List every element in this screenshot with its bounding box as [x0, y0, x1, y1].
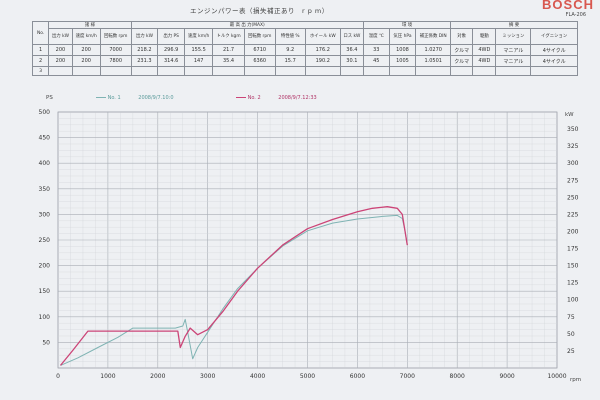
- y-tick-label: 100: [39, 314, 51, 321]
- legend-swatch-1: [96, 97, 106, 98]
- legend-label-2: No. 2: [247, 95, 261, 101]
- y-tick-label: 250: [39, 237, 51, 244]
- x-tick-label: 2000: [150, 373, 165, 380]
- x-tick-label: 5000: [300, 373, 315, 380]
- y2-tick-label: 175: [567, 246, 579, 253]
- x-tick-label: 8000: [450, 373, 465, 380]
- y2-tick-label: 225: [567, 211, 579, 218]
- y-tick-label: 200: [39, 263, 51, 270]
- y2-tick-label: 125: [567, 280, 579, 287]
- legend-date-2: 2008/9/7.12:33: [278, 95, 317, 101]
- table-cell: [48, 66, 73, 76]
- x-axis-label: rpm: [570, 377, 582, 383]
- legend-label-1: No. 1: [107, 95, 121, 101]
- table-cell: 36.4: [339, 44, 365, 56]
- y2-tick-label: 250: [567, 194, 579, 201]
- x-tick-label: 3000: [200, 373, 215, 380]
- y2-tick-label: 100: [567, 297, 579, 304]
- y2-tick-label: 300: [567, 160, 579, 167]
- x-tick-label: 1000: [100, 373, 115, 380]
- series-line-2: [59, 206, 408, 366]
- chart-grid: [57, 111, 558, 369]
- y2-tick-label: 350: [567, 126, 579, 133]
- table-cell: [99, 66, 132, 76]
- x-tick-label: 4000: [250, 373, 265, 380]
- legend-date-1: 2008/9/7.10:0: [138, 95, 174, 101]
- y2-tick-label: 325: [567, 143, 579, 150]
- legend-entry-1: No. 1 2008/9/7.10:0: [96, 95, 174, 101]
- x-tick-label: 9000: [499, 373, 514, 380]
- y-tick-label: 400: [39, 160, 51, 167]
- column-header: 駆動: [472, 28, 497, 45]
- table-row: 3: [31, 66, 578, 76]
- y-tick-label: 350: [39, 186, 51, 193]
- table-cell: [472, 66, 497, 76]
- y-tick-label: 500: [39, 109, 51, 116]
- y2-tick-label: 275: [567, 177, 579, 184]
- table-cell: [130, 66, 159, 76]
- y-axis-label: PS: [46, 95, 53, 101]
- results-table: No. 諸 様 最 高 出 力(MAX) 環 境 摘 要 出力 kW 速度 km/…: [31, 21, 578, 76]
- x-tick-label: 0: [56, 373, 60, 380]
- x-tick-label: 7000: [400, 373, 415, 380]
- y-tick-label: 450: [39, 135, 51, 142]
- table-cell: [184, 66, 214, 76]
- form-code: FLA-206: [565, 12, 586, 18]
- table-cell: 218.2: [130, 44, 159, 56]
- y-tick-label: 150: [39, 288, 51, 295]
- y2-tick-label: 75: [567, 314, 575, 321]
- y2-tick-label: 200: [567, 228, 579, 235]
- y2-tick-label: 50: [567, 331, 575, 338]
- y-tick-label: 50: [42, 339, 50, 346]
- chart-ticks: 0 1000 2000 3000 4000 5000 6000 7000 8000 9000 100…: [39, 109, 579, 380]
- brand-logo: BOSCH: [542, 0, 594, 12]
- document-title: エンジンパワー表（損失補正あり r p m）: [190, 7, 329, 15]
- y2-tick-label: 150: [567, 263, 579, 270]
- row-number: 3: [31, 66, 50, 76]
- table-cell: [339, 66, 365, 76]
- y-tick-label: 300: [39, 211, 51, 218]
- x-tick-label: 10000: [547, 373, 566, 380]
- x-tick-label: 6000: [350, 373, 365, 380]
- table-cell: [71, 66, 101, 76]
- y2-tick-label: 25: [567, 348, 575, 355]
- legend-entry-2: No. 2 2008/9/7.12:33: [236, 95, 317, 101]
- table-cell: [495, 66, 532, 76]
- series-line-1: [60, 214, 408, 366]
- table-cell: [274, 66, 306, 76]
- chart-series: [59, 206, 408, 366]
- table-cell: 4サイクル: [530, 55, 578, 67]
- y2-axis-label: kW: [565, 112, 574, 118]
- legend-swatch-2: [236, 97, 246, 98]
- table-cell: [530, 66, 578, 76]
